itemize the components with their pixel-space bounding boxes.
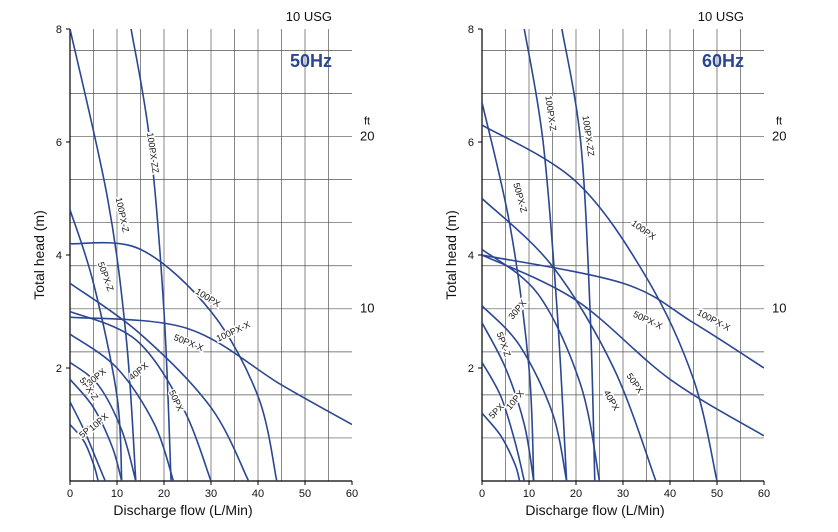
curve-label-100px-zz: 100PX-ZZ	[581, 115, 597, 158]
x-tick-label: 10	[523, 488, 535, 500]
y-tick-label: 4	[468, 250, 474, 262]
chart-title: 60Hz	[702, 51, 744, 71]
curve-label-5px-z: 5PX-Z	[495, 331, 513, 359]
x-tick-label: 60	[346, 488, 358, 500]
x-tick-label: 50	[299, 488, 311, 500]
curve-label-50px-z: 50PX-Z	[511, 182, 529, 215]
curve-label-50px: 50PX	[624, 371, 645, 395]
grid	[482, 29, 764, 481]
curve-label-100px-z: 100PX-Z	[543, 95, 558, 132]
x-tick-label: 50	[711, 488, 723, 500]
curve-30px	[70, 361, 137, 481]
y-tick-label: 4	[56, 250, 62, 262]
y-axis-label: Total head (m)	[31, 210, 47, 299]
curve-10px	[70, 378, 123, 481]
y-tick-label: 8	[56, 24, 62, 36]
curve-50px	[70, 310, 212, 481]
curve-label-50px-x: 50PX-X	[632, 309, 664, 331]
curve-label-40px: 40PX	[602, 388, 622, 412]
curve-label-30px: 30PX	[506, 298, 528, 321]
curve-label-40px: 40PX	[127, 360, 150, 382]
curve-10px	[482, 322, 535, 481]
ft-tick-label: 10	[360, 301, 374, 316]
x-tick-label: 30	[205, 488, 217, 500]
x-axis-label: Discharge flow (L/Min)	[525, 502, 664, 518]
y-tick-label: 2	[56, 363, 62, 375]
curve-100px-z	[523, 29, 568, 481]
curve-label-50px-x: 50PX-X	[172, 332, 205, 353]
curve-50px	[482, 197, 657, 481]
curve-100px-zz	[561, 29, 596, 481]
y-tick-label: 6	[56, 137, 62, 149]
chart-title: 50Hz	[290, 51, 332, 71]
x-tick-label: 30	[617, 488, 629, 500]
curve-5px	[70, 423, 99, 481]
curve-label-100px: 100PX	[194, 286, 222, 309]
curves	[482, 29, 764, 481]
ft-tick-label: 10	[772, 301, 786, 316]
ft-unit-label: ft	[364, 115, 370, 127]
x-tick-label: 20	[570, 488, 582, 500]
curve-label-30px: 30PX	[85, 366, 108, 388]
curve-label-100px: 100PX	[630, 218, 658, 242]
curve-50px-x	[482, 254, 764, 437]
curve-100px	[482, 124, 718, 481]
x-tick-label: 20	[158, 488, 170, 500]
x-tick-label: 0	[67, 488, 73, 500]
usg-label: 10 USG	[698, 9, 744, 24]
curve-label-50px: 50PX	[167, 389, 185, 413]
ft-tick-label: 20	[360, 128, 374, 143]
curve-label-10px: 10PX	[87, 411, 110, 433]
curve-40px	[70, 333, 175, 481]
curve-100px-zz	[130, 29, 172, 481]
x-tick-label: 40	[664, 488, 676, 500]
x-axis-label: Discharge flow (L/Min)	[113, 502, 252, 518]
x-tick-label: 0	[479, 488, 485, 500]
grid	[70, 29, 352, 481]
x-tick-label: 40	[252, 488, 264, 500]
curve-100px-x	[482, 254, 764, 369]
curve-30px	[482, 305, 568, 481]
curve-5px-z	[70, 401, 106, 481]
curve-100px-x	[70, 316, 352, 426]
y-tick-label: 2	[468, 363, 474, 375]
x-tick-label: 10	[111, 488, 123, 500]
curve-50px-x	[70, 282, 250, 481]
y-tick-label: 8	[468, 24, 474, 36]
y-tick-label: 6	[468, 137, 474, 149]
ft-unit-label: ft	[776, 115, 782, 127]
curve-100px-z	[70, 29, 137, 481]
curve-label-100px-z: 100PX-Z	[114, 196, 131, 233]
curve-5px-z	[482, 361, 526, 481]
curve-50px-z	[70, 209, 123, 481]
y-axis-label: Total head (m)	[443, 210, 459, 299]
ft-tick-label: 20	[772, 128, 786, 143]
usg-label: 10 USG	[286, 9, 332, 24]
curve-label-100px-x: 100PX-X	[695, 307, 732, 333]
curve-5px	[482, 412, 521, 481]
curve-40px	[482, 248, 601, 481]
curve-label-10px: 10PX	[504, 388, 526, 411]
curve-label-100px-zz: 100PX-ZZ	[145, 132, 161, 175]
x-tick-label: 60	[758, 488, 770, 500]
curve-100px	[70, 241, 278, 481]
curve-50px-z	[482, 102, 535, 481]
curves	[70, 29, 352, 481]
